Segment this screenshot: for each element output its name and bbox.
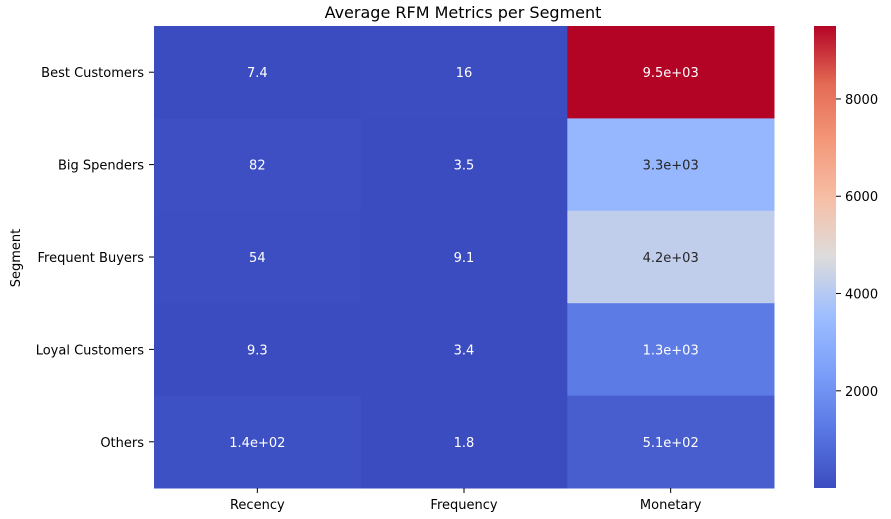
colorbar — [814, 26, 836, 488]
cell-annotation: 16 — [456, 66, 473, 81]
x-tick-label: Monetary — [640, 498, 702, 513]
cell-annotation: 54 — [249, 251, 266, 266]
colorbar-tick-label: 8000 — [845, 93, 878, 108]
colorbar-ticks: 2000 4000 6000 8000 — [836, 93, 878, 400]
cell-annotation: 82 — [249, 159, 266, 174]
heatmap-cell-others-frequency — [360, 395, 568, 489]
heatmap-cell-loyal-customers-frequency — [360, 303, 568, 397]
heatmap-cell-big-spenders-frequency — [360, 118, 568, 212]
x-tick-label: Frequency — [430, 498, 497, 513]
cell-annotation: 1.8 — [454, 436, 475, 451]
heatmap-cell-best-customers-monetary — [567, 26, 775, 119]
cell-annotation: 9.5e+03 — [643, 66, 699, 81]
heatmap-cell-others-recency — [154, 395, 362, 489]
heatmap-annotations: 7.4 16 9.5e+03 82 3.5 3.3e+03 54 9.1 4.2e+03 9.3 3… — [229, 66, 698, 451]
y-axis-label: Segment — [9, 229, 24, 288]
heatmap-cell-big-spenders-recency — [154, 118, 362, 212]
x-tick-label: Recency — [230, 498, 285, 513]
heatmap-cell-loyal-customers-recency — [154, 303, 362, 397]
chart-title: Average RFM Metrics per Segment — [325, 3, 602, 22]
y-tick-label: Loyal Customers — [36, 343, 145, 358]
y-tick-label: Big Spenders — [58, 159, 144, 174]
colorbar-tick-label: 4000 — [845, 288, 878, 303]
heatmap-cell-best-customers-recency — [154, 26, 362, 119]
heatmap-cell-frequent-buyers-frequency — [360, 210, 568, 304]
cell-annotation: 7.4 — [247, 66, 268, 81]
heatmap-cell-best-customers-frequency — [360, 26, 568, 119]
heatmap-cell-big-spenders-monetary — [567, 118, 775, 212]
cell-annotation: 9.1 — [454, 251, 475, 266]
heatmap-cell-frequent-buyers-monetary — [567, 210, 775, 304]
y-tick-label: Others — [100, 436, 144, 451]
cell-annotation: 5.1e+02 — [643, 436, 699, 451]
y-tick-label: Best Customers — [41, 66, 144, 81]
cell-annotation: 4.2e+03 — [643, 251, 699, 266]
cell-annotation: 1.4e+02 — [229, 436, 285, 451]
heatmap-cell-frequent-buyers-recency — [154, 210, 362, 304]
y-tick-label: Frequent Buyers — [37, 251, 144, 266]
cell-annotation: 3.5 — [454, 159, 475, 174]
colorbar-tick-label: 6000 — [845, 190, 878, 205]
y-tick-labels: Best Customers Big Spenders Frequent Buyer… — [36, 66, 154, 451]
heatmap-cell-others-monetary — [567, 395, 775, 489]
cell-annotation: 3.3e+03 — [643, 159, 699, 174]
heatmap-cells — [154, 26, 775, 489]
colorbar-tick-label: 2000 — [845, 385, 878, 400]
cell-annotation: 9.3 — [247, 343, 268, 358]
heatmap-cell-loyal-customers-monetary — [567, 303, 775, 397]
x-tick-labels: Recency Frequency Monetary — [230, 488, 702, 513]
cell-annotation: 3.4 — [454, 343, 475, 358]
cell-annotation: 1.3e+03 — [643, 343, 699, 358]
